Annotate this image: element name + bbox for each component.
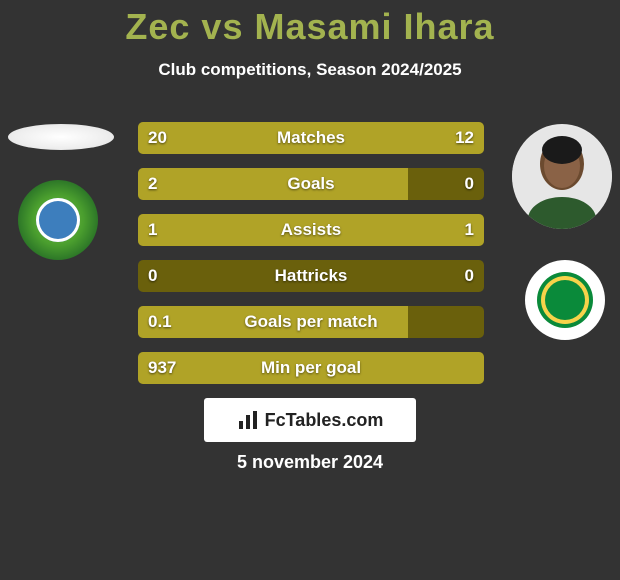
stat-label: Hattricks bbox=[138, 266, 484, 286]
brand-text: FcTables.com bbox=[265, 410, 384, 431]
player-avatar-left bbox=[8, 124, 114, 150]
comparison-card: Zec vs Masami Ihara Club competitions, S… bbox=[0, 0, 620, 580]
player-avatar-right bbox=[512, 124, 612, 229]
stat-bars: 20Matches122Goals01Assists10Hattricks00.… bbox=[138, 122, 484, 398]
stat-label: Matches bbox=[138, 128, 484, 148]
stat-value-right: 0 bbox=[465, 174, 474, 194]
stat-row: 2Goals0 bbox=[138, 168, 484, 200]
stat-row: 0Hattricks0 bbox=[138, 260, 484, 292]
stat-value-right: 1 bbox=[465, 220, 474, 240]
stat-label: Goals per match bbox=[138, 312, 484, 332]
subtitle: Club competitions, Season 2024/2025 bbox=[0, 60, 620, 80]
club-badge-left bbox=[18, 180, 98, 260]
stat-row: 937Min per goal bbox=[138, 352, 484, 384]
stat-row: 0.1Goals per match bbox=[138, 306, 484, 338]
stat-value-right: 12 bbox=[455, 128, 474, 148]
stat-row: 1Assists1 bbox=[138, 214, 484, 246]
chart-icon bbox=[237, 409, 259, 431]
stat-label: Goals bbox=[138, 174, 484, 194]
stat-label: Assists bbox=[138, 220, 484, 240]
footer-date: 5 november 2024 bbox=[0, 452, 620, 473]
stat-row: 20Matches12 bbox=[138, 122, 484, 154]
stat-label: Min per goal bbox=[138, 358, 484, 378]
page-title: Zec vs Masami Ihara bbox=[0, 6, 620, 48]
stat-value-right: 0 bbox=[465, 266, 474, 286]
club-badge-right bbox=[525, 260, 605, 340]
brand-logo: FcTables.com bbox=[204, 398, 416, 442]
